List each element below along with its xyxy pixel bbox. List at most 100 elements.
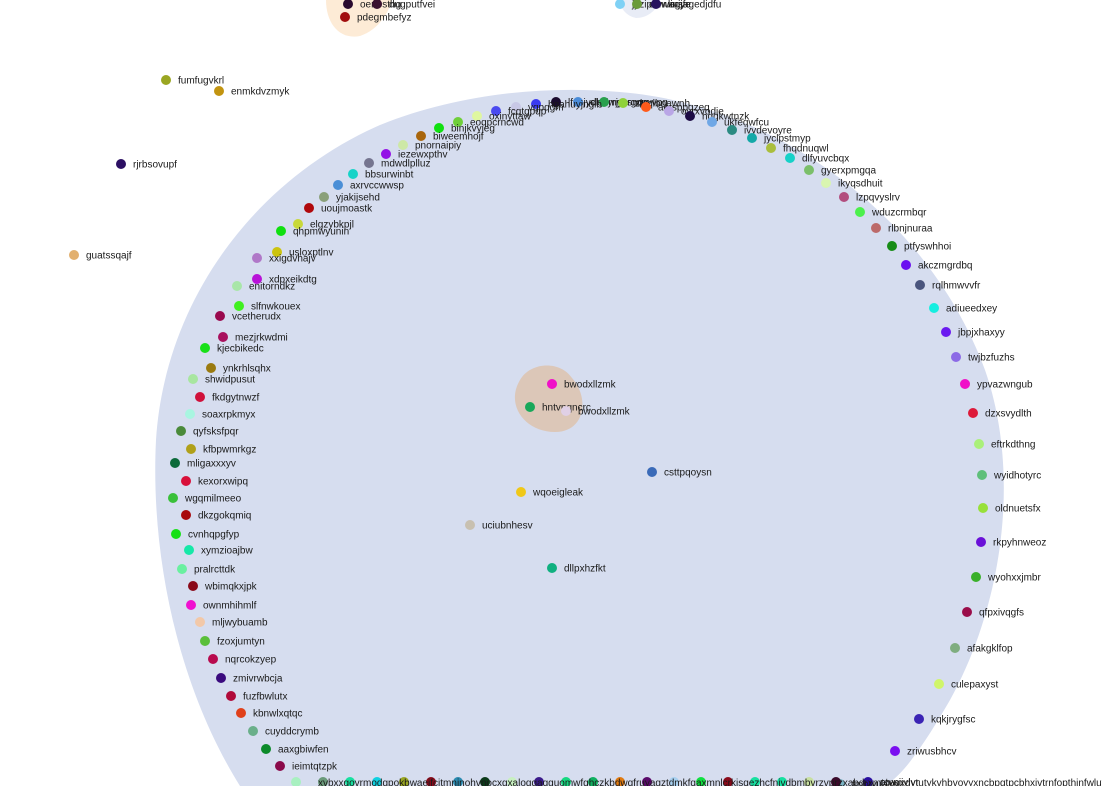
graph-node[interactable]: slfnwkouex <box>234 301 300 313</box>
graph-node[interactable]: gyerxpmgqa <box>804 165 876 177</box>
graph-node[interactable]: wbimqkxjpk <box>188 581 258 593</box>
graph-node[interactable]: guatssqajf <box>69 250 132 262</box>
graph-node[interactable]: fuzfbwlutx <box>226 691 287 703</box>
node-dot[interactable] <box>232 281 242 291</box>
graph-node[interactable]: adiueedxey <box>929 303 997 315</box>
node-dot[interactable] <box>381 149 391 159</box>
graph-node[interactable]: qfpxivqgfs <box>962 607 1024 619</box>
graph-node[interactable]: dzxsvydlth <box>968 408 1032 420</box>
node-dot[interactable] <box>685 111 695 121</box>
graph-node[interactable]: xdpxeikdtg <box>252 274 317 286</box>
node-dot[interactable] <box>511 102 521 112</box>
node-dot[interactable] <box>976 537 986 547</box>
graph-node[interactable]: afakgklfop <box>950 643 1013 655</box>
node-dot[interactable] <box>195 392 205 402</box>
graph-node[interactable]: twjbzfuzhs <box>951 352 1015 364</box>
graph-node[interactable]: cuyddcrymb <box>248 726 319 738</box>
node-dot[interactable] <box>234 301 244 311</box>
node-dot[interactable] <box>615 0 625 9</box>
bottom-node-dot[interactable] <box>345 777 355 786</box>
graph-node[interactable]: mezjrkwdmi <box>218 332 288 344</box>
node-dot[interactable] <box>343 0 353 9</box>
graph-node[interactable]: biweemhojf <box>416 131 484 143</box>
graph-node[interactable]: hqgkwtnzk <box>685 111 750 123</box>
node-dot[interactable] <box>863 777 873 786</box>
node-dot[interactable] <box>561 406 571 416</box>
graph-node[interactable]: eftrkdthng <box>974 439 1035 451</box>
node-dot[interactable] <box>950 643 960 653</box>
graph-node[interactable]: mligaxxxyv <box>170 458 236 470</box>
bottom-node-dot[interactable] <box>615 777 625 786</box>
node-dot[interactable] <box>941 327 951 337</box>
node-dot[interactable] <box>272 247 282 257</box>
graph-node[interactable]: dkzgokqmiq <box>181 510 251 522</box>
node-dot[interactable] <box>651 0 661 9</box>
graph-node[interactable]: jyclpstmyp <box>747 133 811 145</box>
graph-node[interactable]: fhqdnuqwl <box>766 143 829 155</box>
node-dot[interactable] <box>914 714 924 724</box>
node-dot[interactable] <box>69 250 79 260</box>
node-dot[interactable] <box>398 140 408 150</box>
bottom-node-dot[interactable] <box>372 777 382 786</box>
node-dot[interactable] <box>200 636 210 646</box>
node-dot[interactable] <box>416 131 426 141</box>
node-dot[interactable] <box>293 219 303 229</box>
graph-node[interactable]: lzpqvyslrv <box>839 192 900 204</box>
node-dot[interactable] <box>215 311 225 321</box>
node-dot[interactable] <box>641 102 651 112</box>
bottom-node-dot[interactable] <box>831 777 841 786</box>
node-dot[interactable] <box>977 470 987 480</box>
graph-node[interactable]: kjecbikedc <box>200 343 264 355</box>
graph-node[interactable]: pnornaipiy <box>398 140 461 152</box>
node-dot[interactable] <box>214 86 224 96</box>
graph-node[interactable]: kqkjrygfsc <box>914 714 975 726</box>
node-dot[interactable] <box>176 426 186 436</box>
bottom-node-dot[interactable] <box>453 777 463 786</box>
node-dot[interactable] <box>901 260 911 270</box>
node-dot[interactable] <box>453 117 463 127</box>
node-dot[interactable] <box>275 761 285 771</box>
graph-node[interactable]: rjrbsovupf <box>116 159 177 171</box>
node-dot[interactable] <box>465 520 475 530</box>
node-dot[interactable] <box>170 458 180 468</box>
node-dot[interactable] <box>186 444 196 454</box>
graph-node[interactable]: iezewxpthv <box>381 149 447 161</box>
bottom-node-dot[interactable] <box>399 777 409 786</box>
graph-node[interactable]: dugputfvei <box>372 0 435 11</box>
node-dot[interactable] <box>855 207 865 217</box>
graph-node[interactable]: nqrcokzyep <box>208 654 277 666</box>
graph-node[interactable]: binjkvyjeg <box>434 123 495 135</box>
node-dot[interactable] <box>252 253 262 263</box>
graph-node[interactable]: ewwagye <box>632 0 691 11</box>
graph-node[interactable]: fzoxjumtyn <box>200 636 265 648</box>
node-dot[interactable] <box>372 0 382 9</box>
node-dot[interactable] <box>216 673 226 683</box>
node-dot[interactable] <box>188 374 198 384</box>
node-dot[interactable] <box>181 476 191 486</box>
node-dot[interactable] <box>960 379 970 389</box>
graph-node[interactable]: lfxpjydhhyrjyt <box>551 97 626 109</box>
graph-node[interactable]: cvnhqpgfyp <box>171 529 240 541</box>
bottom-node-dot[interactable] <box>804 777 814 786</box>
graph-node[interactable]: oldnuetsfx <box>978 503 1041 515</box>
node-dot[interactable] <box>161 75 171 85</box>
graph-node[interactable]: rkpyhnweoz <box>976 537 1046 549</box>
graph-node[interactable]: zriwusbhcv <box>890 746 956 758</box>
node-dot[interactable] <box>915 280 925 290</box>
graph-node[interactable]: aetsppgzeq <box>641 102 710 114</box>
node-dot[interactable] <box>116 159 126 169</box>
node-dot[interactable] <box>252 274 262 284</box>
graph-node[interactable]: ovrxvodie <box>664 106 724 118</box>
node-dot[interactable] <box>974 439 984 449</box>
graph-node[interactable]: elgzybkpjl <box>293 219 354 231</box>
node-dot[interactable] <box>208 654 218 664</box>
graph-node[interactable]: kbnwlxqtqc <box>236 708 302 720</box>
node-dot[interactable] <box>248 726 258 736</box>
node-dot[interactable] <box>547 563 557 573</box>
node-dot[interactable] <box>962 607 972 617</box>
node-dot[interactable] <box>348 169 358 179</box>
node-dot[interactable] <box>531 99 541 109</box>
graph-node[interactable]: jyzipbwuinjjfe <box>615 0 691 11</box>
node-dot[interactable] <box>304 203 314 213</box>
graph-node[interactable]: hgahuyjngih <box>531 99 602 111</box>
